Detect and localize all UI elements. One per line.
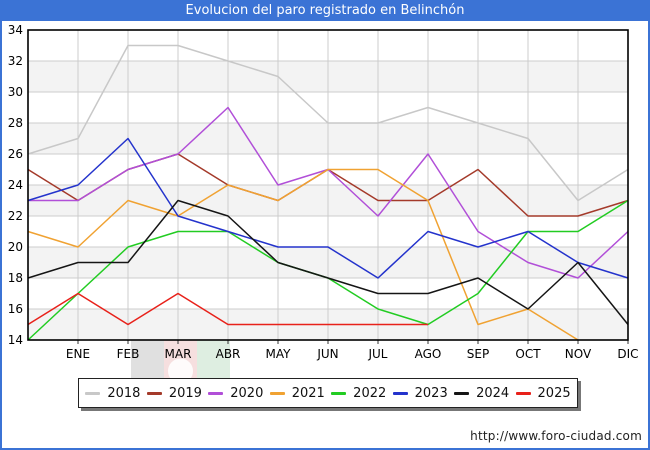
series-line-2018 [27,44,629,202]
legend-item-2022: 2022 [331,386,386,401]
legend-item-2018: 2018 [85,386,140,401]
legend-year-label: 2023 [414,385,448,401]
series-line-2023 [27,137,629,279]
legend-swatch-2024 [454,391,470,395]
series-line-2021 [27,168,579,341]
x-axis-month-label: NOV [564,347,592,361]
x-axis-month-label: DIC [617,347,639,361]
x-axis-month-label: MAR [164,347,192,361]
website-url: http://www.foro-ciudad.com [470,429,642,443]
x-axis-month-label: ABR [215,347,241,361]
legend-item-2021: 2021 [269,385,325,401]
x-axis-month-label: ENE [65,347,91,361]
legend-year-label: 2019 [168,385,202,401]
legend-swatch-2021 [269,391,285,395]
legend-swatch-2025 [515,391,531,395]
x-axis-month-label: JUL [368,347,388,361]
legend-year-label: 2018 [107,385,141,401]
y-axis-tick-label: 24 [7,178,23,192]
page-title: Evolucion del paro registrado en Belinch… [185,3,465,18]
legend-year-label: 2024 [476,385,510,401]
y-axis-tick-label: 30 [7,85,23,99]
series-line-2024 [27,199,629,325]
legend-item-2019: 2019 [146,385,202,401]
y-axis-tick-label: 32 [7,54,23,68]
y-axis-tick-label: 26 [7,147,23,161]
y-axis-tick-label: 34 [7,23,23,37]
legend-year-label: 2022 [353,385,387,401]
legend-swatch-2023 [392,391,408,395]
x-axis-month-label: SEP [466,347,490,361]
legend-year-label: 2020 [230,385,264,401]
legend-swatch-2022 [331,391,347,395]
legend-box: 2018 2019 2020 2021 2022 2023 2024 2025 [78,378,578,408]
series-line-2025 [27,292,428,326]
title-bar: Evolucion del paro registrado en Belinch… [0,0,650,21]
legend-item-2023: 2023 [392,385,448,401]
y-axis-tick-label: 20 [7,240,23,254]
legend-item-2025: 2025 [515,385,571,401]
x-axis-month-label: MAY [265,347,291,361]
x-axis-month-label: JUN [317,347,339,361]
legend-swatch-2018 [85,391,101,395]
legend-item-2020: 2020 [208,386,263,401]
legend-swatch-2020 [208,391,224,395]
plot-border [27,29,629,341]
y-axis-tick-label: 22 [7,209,23,223]
legend-year-label: 2021 [291,385,325,401]
y-axis-tick-label: 14 [7,333,23,347]
x-axis-month-label: AGO [414,347,442,361]
y-axis-tick-label: 18 [7,271,23,285]
flag-watermark [131,340,230,408]
legend-swatch-2019 [146,391,162,395]
x-axis-month-label: OCT [515,347,541,361]
y-axis-tick-label: 28 [7,116,23,130]
x-axis-month-label: FEB [116,347,140,361]
legend-item-2024: 2024 [454,386,509,401]
y-axis-tick-label: 16 [7,302,23,316]
legend-year-label: 2025 [537,385,571,401]
